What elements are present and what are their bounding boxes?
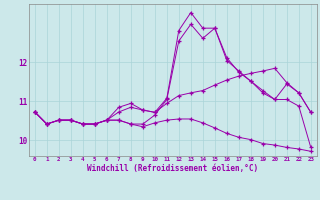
X-axis label: Windchill (Refroidissement éolien,°C): Windchill (Refroidissement éolien,°C) — [87, 164, 258, 173]
